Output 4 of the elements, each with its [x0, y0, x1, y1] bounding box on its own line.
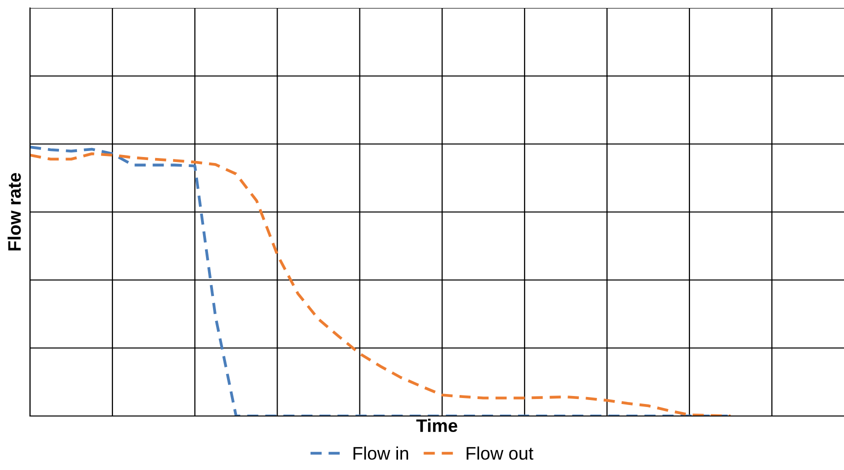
legend-label: Flow in [354, 446, 408, 460]
y-axis-title: Flow rate [8, 172, 21, 250]
x-axis-title: Time [416, 418, 458, 432]
legend-label: Flow out [466, 446, 534, 460]
